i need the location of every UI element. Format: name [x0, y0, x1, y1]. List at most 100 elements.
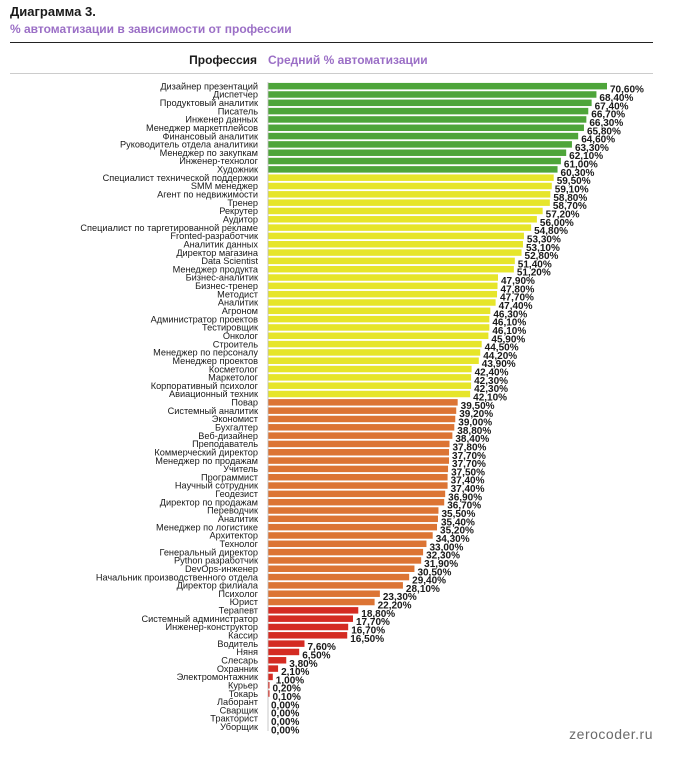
category-label: Токарь — [229, 689, 258, 699]
value-label: 16,70% — [351, 625, 385, 636]
value-label: 51,40% — [518, 259, 552, 270]
bar — [268, 299, 496, 306]
chart-title: Диаграмма 3. — [10, 4, 96, 19]
category-label: Геодезист — [215, 489, 259, 499]
value-label: 6,50% — [302, 650, 330, 661]
category-label: Экономист — [212, 414, 259, 424]
header-divider — [10, 73, 653, 74]
bar — [268, 382, 472, 389]
value-label: 47,40% — [499, 301, 533, 312]
bar — [268, 199, 550, 206]
value-label: 47,70% — [500, 293, 534, 304]
title-divider — [10, 42, 653, 43]
category-label: Авиационный техник — [169, 389, 259, 399]
bar — [268, 690, 270, 697]
category-label: Юрист — [230, 597, 259, 607]
value-label: 37,50% — [451, 467, 485, 478]
category-label: Переводчик — [207, 506, 259, 516]
bar — [268, 640, 305, 647]
bar — [268, 573, 410, 581]
category-label: Слесарь — [221, 655, 258, 665]
bar — [268, 132, 579, 140]
value-label: 28,10% — [406, 584, 440, 595]
value-label: 43,90% — [482, 359, 516, 370]
bar — [268, 182, 552, 190]
value-label: 37,70% — [452, 459, 486, 470]
category-label: Data Scientist — [201, 256, 258, 266]
value-label: 64,60% — [581, 135, 615, 146]
category-label: Повар — [231, 398, 258, 408]
value-label: 31,90% — [424, 559, 458, 570]
bar — [268, 232, 524, 240]
category-label: Python разработчик — [174, 556, 259, 566]
category-label: Администратор проектов — [151, 314, 258, 324]
bar — [268, 532, 433, 539]
category-label: Тракторист — [210, 714, 258, 724]
category-label: Курьер — [228, 680, 258, 690]
bar — [268, 265, 514, 273]
category-label: Бизнес-аналитик — [186, 273, 259, 283]
value-label: 44,20% — [483, 351, 517, 362]
category-label: Терапевт — [219, 606, 259, 616]
value-label: 39,50% — [461, 401, 495, 412]
category-label: Лаборант — [217, 697, 259, 707]
value-label: 35,20% — [440, 526, 474, 537]
bar — [268, 216, 537, 223]
category-label: Диспетчер — [213, 90, 258, 100]
value-label: 0,00% — [271, 717, 299, 728]
category-label: Няня — [236, 647, 258, 657]
bar — [268, 282, 498, 290]
category-label: Fronted-разработчик — [170, 231, 259, 241]
category-label: Директор магазина — [176, 248, 259, 258]
bar — [268, 357, 479, 364]
category-label: Строитель — [213, 339, 258, 349]
value-label: 66,70% — [591, 110, 625, 121]
bar — [268, 374, 472, 381]
bar — [268, 415, 456, 423]
bar — [268, 349, 481, 356]
bar — [268, 324, 490, 331]
category-label: Онколог — [223, 331, 259, 341]
value-label: 32,30% — [426, 551, 460, 562]
value-label: 42,30% — [474, 376, 508, 387]
value-label: 33,00% — [429, 542, 463, 553]
bar — [268, 473, 448, 481]
category-label: Косметолог — [209, 364, 259, 374]
value-label: 36,70% — [447, 501, 481, 512]
bar — [268, 307, 491, 315]
category-label: Психолог — [218, 589, 258, 599]
value-label: 46,30% — [493, 309, 527, 320]
bar — [268, 449, 450, 456]
bar — [268, 582, 403, 589]
category-label: Агент по недвижимости — [157, 190, 258, 200]
category-label: Преподаватель — [192, 439, 258, 449]
value-label: 54,80% — [534, 226, 568, 237]
category-label: Агроном — [222, 306, 258, 316]
value-label: 3,80% — [289, 659, 317, 670]
value-label: 63,30% — [575, 143, 609, 154]
bar — [268, 166, 558, 173]
value-label: 38,80% — [457, 426, 491, 437]
bar — [268, 623, 349, 631]
bar — [268, 340, 482, 348]
value-label: 61,00% — [564, 160, 598, 171]
category-label: Коммерческий директор — [154, 447, 258, 457]
category-label: Методист — [217, 289, 259, 299]
category-label: Специалист технической поддержки — [103, 173, 258, 183]
bar — [268, 648, 300, 656]
value-label: 45,90% — [491, 334, 525, 345]
bar — [268, 498, 445, 506]
bar — [268, 257, 515, 265]
bar — [268, 99, 592, 107]
value-label: 65,80% — [587, 126, 621, 137]
bar — [268, 557, 422, 564]
value-label: 42,10% — [473, 393, 507, 404]
category-label: Электромонтажник — [177, 672, 259, 682]
bar — [268, 598, 375, 606]
bar — [268, 174, 554, 181]
bar — [268, 107, 589, 115]
category-label: Бухгалтер — [215, 423, 258, 433]
value-label: 53,10% — [526, 243, 560, 254]
chart-subtitle: % автоматизации в зависимости от професс… — [10, 22, 292, 36]
